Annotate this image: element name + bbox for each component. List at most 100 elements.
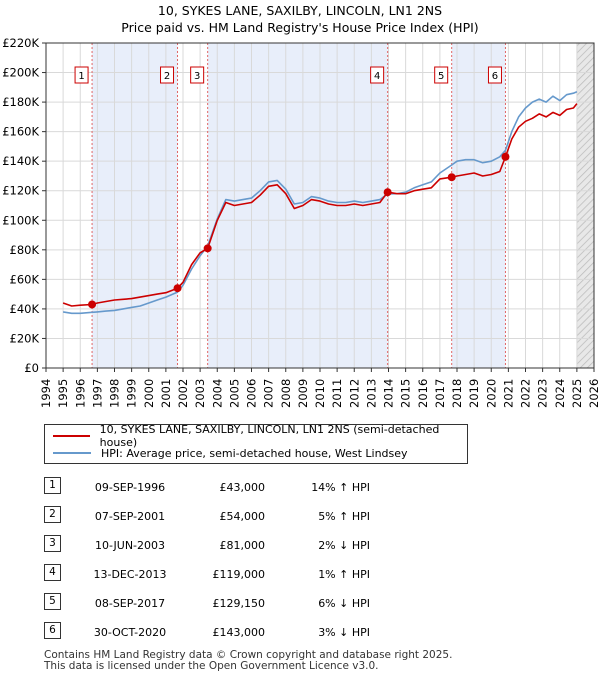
x-tick-label: 2004 <box>210 379 224 408</box>
chart-title: 10, SYKES LANE, SAXILBY, LINCOLN, LN1 2N… <box>0 2 600 36</box>
sale-hpi-diff: 2% ↓ HPI <box>318 539 370 552</box>
sale-number-badge: 5 <box>44 593 61 610</box>
sale-point <box>383 188 392 197</box>
sale-number-marker <box>190 66 205 84</box>
sale-number-marker <box>74 66 89 84</box>
y-tick-label: £80K <box>10 243 40 257</box>
x-tick-label: 2022 <box>519 379 533 408</box>
sale-price: £143,000 <box>212 626 266 639</box>
ownership-period-band <box>92 43 178 368</box>
sale-price: £54,000 <box>219 510 266 523</box>
sale-price: £129,150 <box>212 597 266 610</box>
y-tick-label: £100K <box>2 213 39 227</box>
sale-number-badge: 1 <box>44 477 61 494</box>
x-tick-label: 2021 <box>501 379 515 408</box>
y-tick-label: £0 <box>24 361 39 375</box>
x-tick-label: 2010 <box>313 379 327 408</box>
sale-hpi-diff: 1% ↑ HPI <box>318 568 370 581</box>
sale-price: £81,000 <box>219 539 266 552</box>
y-tick-label: £160K <box>2 125 39 139</box>
footer-notice: Contains HM Land Registry data © Crown c… <box>44 650 452 672</box>
x-tick-label: 2000 <box>142 379 156 408</box>
price-chart: 1 2 3 4 5 6 £0 £20K £40K £60K £80K £100K £120K £140K… <box>2 36 600 408</box>
hpi-line <box>62 91 578 315</box>
x-tick-label: 2009 <box>296 379 310 408</box>
sale-number-label: 5 <box>438 71 444 82</box>
sale-number-marker <box>160 66 175 84</box>
x-tick-label: 2007 <box>262 379 276 408</box>
sale-number-marker <box>434 66 449 84</box>
table-row: 1 09-SEP-1996 £43,000 14% ↑ HPI <box>0 477 600 499</box>
sale-hpi-diff: 3% ↓ HPI <box>318 626 370 639</box>
x-tick-label: 2013 <box>364 379 378 408</box>
x-tick-label: 1996 <box>73 379 87 408</box>
x-tick-label: 2011 <box>330 379 344 408</box>
x-tick-label: 2002 <box>176 379 190 408</box>
x-tick-label: 1999 <box>125 379 139 408</box>
sale-number-badge: 4 <box>44 564 61 581</box>
table-row: 5 08-SEP-2017 £129,150 6% ↓ HPI <box>0 593 600 615</box>
footer-line-1: Contains HM Land Registry data © Crown c… <box>44 649 453 661</box>
sale-date: 30-OCT-2020 <box>93 626 167 639</box>
x-tick-label: 2012 <box>347 379 361 408</box>
x-tick-label: 2016 <box>416 379 430 408</box>
table-row: 4 13-DEC-2013 £119,000 1% ↑ HPI <box>0 564 600 586</box>
sale-number-marker <box>370 66 385 84</box>
sale-number-label: 1 <box>78 71 84 82</box>
sale-hpi-diff: 14% ↑ HPI <box>311 481 370 494</box>
y-tick-label: £180K <box>2 95 39 109</box>
x-tick-label: 2026 <box>587 379 600 408</box>
sale-number-marker <box>487 66 502 84</box>
x-tick-label: 2020 <box>484 379 498 408</box>
y-tick-label: £20K <box>10 331 40 345</box>
sale-price: £119,000 <box>212 568 266 581</box>
x-tick-label: 2005 <box>227 379 241 408</box>
sale-hpi-diff: 5% ↑ HPI <box>318 510 370 523</box>
title-line-2: Price paid vs. HM Land Registry's House … <box>121 20 479 35</box>
property-price-line <box>62 103 578 307</box>
y-tick-label: £200K <box>2 66 39 80</box>
x-tick-label: 2003 <box>193 379 207 408</box>
future-hatch <box>576 43 594 368</box>
x-tick-label: 2024 <box>553 379 567 408</box>
sale-number-badge: 6 <box>44 622 61 639</box>
legend-label-hpi: HPI: Average price, semi-detached house,… <box>101 446 408 460</box>
table-row: 2 07-SEP-2001 £54,000 5% ↑ HPI <box>0 506 600 528</box>
sale-point <box>203 244 212 253</box>
sale-number-label: 3 <box>194 71 200 82</box>
x-tick-label: 2025 <box>570 379 584 408</box>
x-tick-label: 2023 <box>536 379 550 408</box>
x-tick-label: 1998 <box>108 379 122 408</box>
x-tick-label: 2018 <box>450 379 464 408</box>
x-tick-label: 2014 <box>382 379 396 408</box>
sale-number-label: 2 <box>164 71 170 82</box>
x-tick-label: 2001 <box>159 379 173 408</box>
sale-hpi-diff: 6% ↓ HPI <box>318 597 370 610</box>
x-tick-label: 2008 <box>279 379 293 408</box>
legend-item-hpi: HPI: Average price, semi-detached house,… <box>53 445 408 461</box>
sale-date: 13-DEC-2013 <box>93 568 167 581</box>
sale-date: 10-JUN-2003 <box>94 539 166 552</box>
sale-point <box>447 173 456 182</box>
table-row: 3 10-JUN-2003 £81,000 2% ↓ HPI <box>0 535 600 557</box>
sale-number-badge: 3 <box>44 535 61 552</box>
y-tick-label: £40K <box>10 302 40 316</box>
x-tick-label: 2017 <box>433 379 447 408</box>
x-tick-label: 2015 <box>399 379 413 408</box>
y-tick-label: £60K <box>10 272 40 286</box>
x-tick-label: 1997 <box>90 379 104 408</box>
title-line-1: 10, SYKES LANE, SAXILBY, LINCOLN, LN1 2N… <box>157 3 443 18</box>
sale-point <box>88 300 97 309</box>
sale-date: 09-SEP-1996 <box>94 481 166 494</box>
ownership-period-band <box>451 43 506 368</box>
legend-swatch-property <box>53 435 90 437</box>
legend-label-property: 10, SYKES LANE, SAXILBY, LINCOLN, LN1 2N… <box>99 423 440 449</box>
footer-line-2: This data is licensed under the Open Gov… <box>44 660 379 672</box>
sale-price: £43,000 <box>219 481 266 494</box>
sale-point <box>501 152 510 161</box>
chart-legend: 10, SYKES LANE, SAXILBY, LINCOLN, LN1 2N… <box>44 423 468 464</box>
legend-swatch-hpi <box>53 452 91 454</box>
sale-number-badge: 2 <box>44 506 61 523</box>
x-tick-label: 2019 <box>467 379 481 408</box>
x-tick-label: 1994 <box>39 379 53 408</box>
